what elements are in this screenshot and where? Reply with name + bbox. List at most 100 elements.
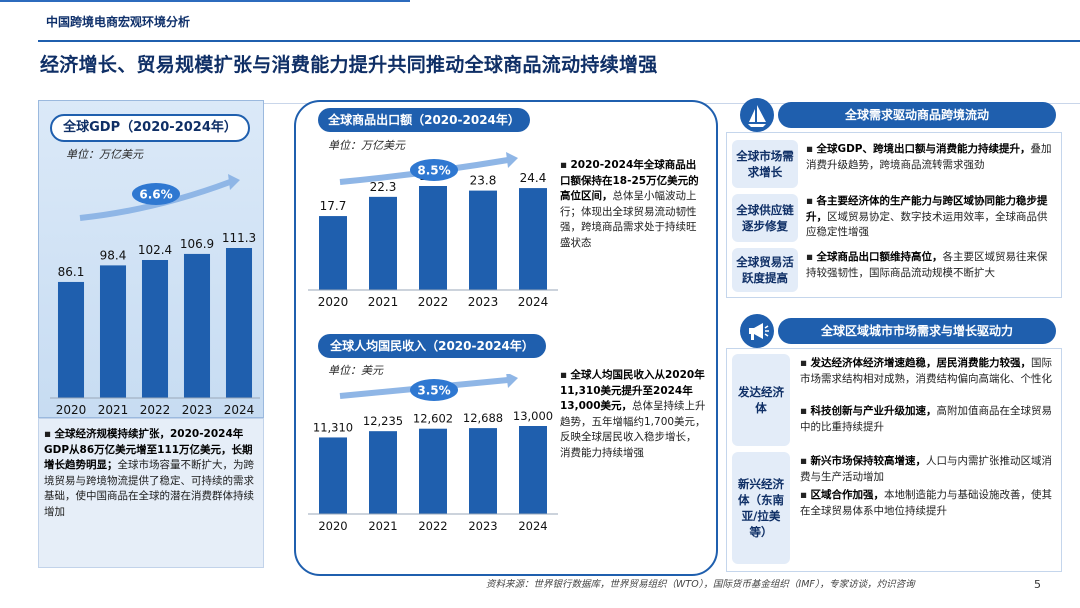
bar-2024 xyxy=(225,248,253,398)
bar-2022 xyxy=(419,428,447,514)
demand-text-3-rest: 各主要区域贸易往来保持较强韧性，国际商品流动规模不断扩大 xyxy=(806,251,1048,279)
gni-title: 全球人均国民收入（2020-2024年） xyxy=(318,334,546,358)
page-title: 经济增长、贸易规模扩张与消费能力提升共同推动全球商品流动持续增强 xyxy=(40,54,658,76)
value-label-2020: 86.1 xyxy=(58,265,85,279)
demand-title: 全球需求驱动商品跨境流动 xyxy=(778,102,1056,128)
demand-text-2: ▪ 各主要经济体的生产能力与跨区域协同能力稳步提升，区域贸易协定、数字技术运用效… xyxy=(806,195,1048,239)
gni-unit: 单位：美元 xyxy=(328,364,383,377)
category-label-2024: 2024 xyxy=(518,295,549,309)
demand-label-2: 全球供应链逐步修复 xyxy=(732,194,798,242)
category-label-2023: 2023 xyxy=(182,403,213,417)
header-rule xyxy=(38,40,1080,42)
megaphone-icon xyxy=(740,314,774,348)
value-label-2024: 13,000 xyxy=(513,409,553,423)
value-label-2021: 98.4 xyxy=(100,248,127,262)
category-label-2022: 2022 xyxy=(418,295,449,309)
bar-2021 xyxy=(99,265,127,398)
regional-text-1a-bold: 发达经济体经济增速趋稳，居民消费能力较强， xyxy=(810,357,1031,369)
bar-2020 xyxy=(57,281,85,398)
demand-text-2-bold: 各主要经济体的生产能力与跨区域协同能力稳步提升， xyxy=(806,195,1048,223)
value-label-2020: 17.7 xyxy=(320,199,347,213)
category-label-2020: 2020 xyxy=(318,519,347,533)
gdp-unit: 单位：万亿美元 xyxy=(66,148,143,161)
category-label-2021: 2021 xyxy=(368,519,397,533)
value-label-2021: 12,235 xyxy=(363,414,403,428)
value-label-2023: 23.8 xyxy=(470,174,497,188)
regional-text-1a-rest: 国际市场需求结构相对成熟，消费结构偏向高端化、个性化 xyxy=(800,357,1052,385)
category-label-2024: 2024 xyxy=(518,519,547,533)
sailboat-icon xyxy=(740,98,774,132)
page-number: 5 xyxy=(1034,578,1041,591)
category-label-2022: 2022 xyxy=(418,519,447,533)
value-label-2024: 111.3 xyxy=(222,231,256,245)
regional-text-2b-bold: 区域合作加强， xyxy=(810,489,884,501)
regional-label-2: 新兴经济体（东南亚/拉美等） xyxy=(732,452,790,564)
exports-unit: 单位：万亿美元 xyxy=(328,139,405,152)
category-label-2021: 2021 xyxy=(368,295,399,309)
regional-text-1b-rest: 高附加值商品在全球贸易中的比重持续提升 xyxy=(800,405,1052,433)
value-label-2024: 24.4 xyxy=(520,171,547,185)
category-label-2023: 2023 xyxy=(468,295,499,309)
cagr-label: 8.5% xyxy=(417,164,450,178)
exports-note-bold: 2020-2024年全球商品出口额保持在18-25万亿美元的高位区间， xyxy=(560,159,699,202)
exports-chart: 17.7202022.3202124.9202223.8202324.42024… xyxy=(308,152,558,309)
trade-divider xyxy=(0,0,410,2)
exports-title: 全球商品出口额（2020-2024年） xyxy=(318,108,530,132)
gni-chart: 11,310 2020 12,235 2021 12,602 2022 12,688 2023… xyxy=(308,374,558,533)
gni-note-bold: 全球人均国民收入从2020年11,310美元提升至2024年13,000美元， xyxy=(560,369,705,412)
bar-2023 xyxy=(469,428,497,514)
gdp-title: 全球GDP（2020-2024年） xyxy=(50,114,250,142)
bar-2023 xyxy=(183,253,211,398)
demand-text-3-bold: 全球商品出口额维持高位， xyxy=(816,251,943,263)
value-label-2021: 22.3 xyxy=(370,180,397,194)
category-label-2022: 2022 xyxy=(140,403,171,417)
bar-2022 xyxy=(419,186,447,290)
gdp-chart: 86.1 2020 98.4 2021 102.4 2022 106.9 2023 111.3 2… xyxy=(50,174,260,417)
gni-note: ▪ 全球人均国民收入从2020年11,310美元提升至2024年13,000美元… xyxy=(560,369,706,459)
bar-2022 xyxy=(141,259,169,398)
regional-text-1a: ▪ 发达经济体经济增速趋稳，居民消费能力较强，国际市场需求结构相对成熟，消费结构… xyxy=(800,357,1052,385)
demand-text-2-rest: 区域贸易协定、数字技术运用效率，全球商品供应稳定性增强 xyxy=(806,210,1048,239)
gni-note-rest: 总体呈持续上升趋势，五年增幅约1,700美元，反映全球居民收入稳步增长，消费能力… xyxy=(560,400,706,459)
gdp-note-panel xyxy=(38,418,264,568)
section-header: 中国跨境电商宏观环境分析 xyxy=(46,15,191,29)
regional-text-2a-rest: 人口与内需扩张推动区域消费与生产活动增加 xyxy=(800,455,1052,483)
value-label-2022: 102.4 xyxy=(138,243,172,257)
cagr-badge xyxy=(132,183,180,205)
regional-text-2b-rest: 本地制造能力与基础设施改善，使其在全球贸易体系中地位持续提升 xyxy=(800,489,1052,517)
gdp-note-rest: 全球市场容量不断扩大，为跨境贸易与跨境物流提供了稳定、可持续的需求基础，使中国商… xyxy=(44,459,254,518)
demand-text-1: ▪ 全球GDP、跨境出口额与消费能力持续提升，叠加消费升级趋势，跨境商品流转需求… xyxy=(806,143,1052,171)
bar-2020 xyxy=(319,437,347,514)
value-label-2020: 11,310 xyxy=(313,420,353,434)
category-label-2024: 2024 xyxy=(224,403,255,417)
cagr-label: 3.5% xyxy=(417,384,450,398)
regional-text-2b: ▪ 区域合作加强，本地制造能力与基础设施改善，使其在全球贸易体系中地位持续提升 xyxy=(800,489,1052,517)
bar-2020 xyxy=(319,216,347,290)
demand-label-1: 全球市场需求增长 xyxy=(732,140,798,188)
demand-text-3: ▪ 全球商品出口额维持高位，各主要区域贸易往来保持较强韧性，国际商品流动规模不断… xyxy=(806,251,1048,279)
regional-text-2a: ▪ 新兴市场保持较高增速，人口与内需扩张推动区域消费与生产活动增加 xyxy=(800,455,1052,483)
cagr-label: 6.6% xyxy=(139,188,172,202)
value-label-2022: 12,602 xyxy=(413,412,453,426)
cagr-arrowhead xyxy=(506,152,518,168)
gdp-note: ▪ 全球经济规模持续扩张，2020-2024年GDP从86万亿美元增至111万亿… xyxy=(44,428,254,518)
cagr-badge xyxy=(410,159,458,181)
regional-text-1b-bold: 科技创新与产业升级加速， xyxy=(810,405,937,417)
bar-2023 xyxy=(469,190,497,290)
exports-note-rest: 总体呈小幅波动上行；体现出全球贸易流动韧性强，跨境商品需求处于持续旺盛状态 xyxy=(560,190,697,249)
cagr-arrowhead xyxy=(506,374,518,388)
regional-label-1: 发达经济体 xyxy=(732,354,790,446)
exports-note: ▪ 2020-2024年全球商品出口额保持在18-25万亿美元的高位区间，总体呈… xyxy=(560,159,699,249)
value-label-2023: 106.9 xyxy=(180,237,214,251)
regional-title: 全球区域城市市场需求与增长驱动力 xyxy=(778,318,1056,344)
bar-2021 xyxy=(369,431,397,514)
category-label-2023: 2023 xyxy=(468,519,497,533)
bar-2024 xyxy=(519,188,547,290)
demand-text-1-rest: 叠加消费升级趋势，跨境商品流转需求强劲 xyxy=(806,143,1052,171)
demand-label-3: 全球贸易活跃度提高 xyxy=(732,248,798,292)
cagr-arrowhead xyxy=(228,174,240,190)
regional-text-2a-bold: 新兴市场保持较高增速， xyxy=(810,455,926,467)
bar-2021 xyxy=(369,196,397,290)
category-label-2020: 2020 xyxy=(318,295,349,309)
gdp-note-bold: 全球经济规模持续扩张，2020-2024年GDP从86万亿美元增至111万亿美元… xyxy=(44,428,253,471)
